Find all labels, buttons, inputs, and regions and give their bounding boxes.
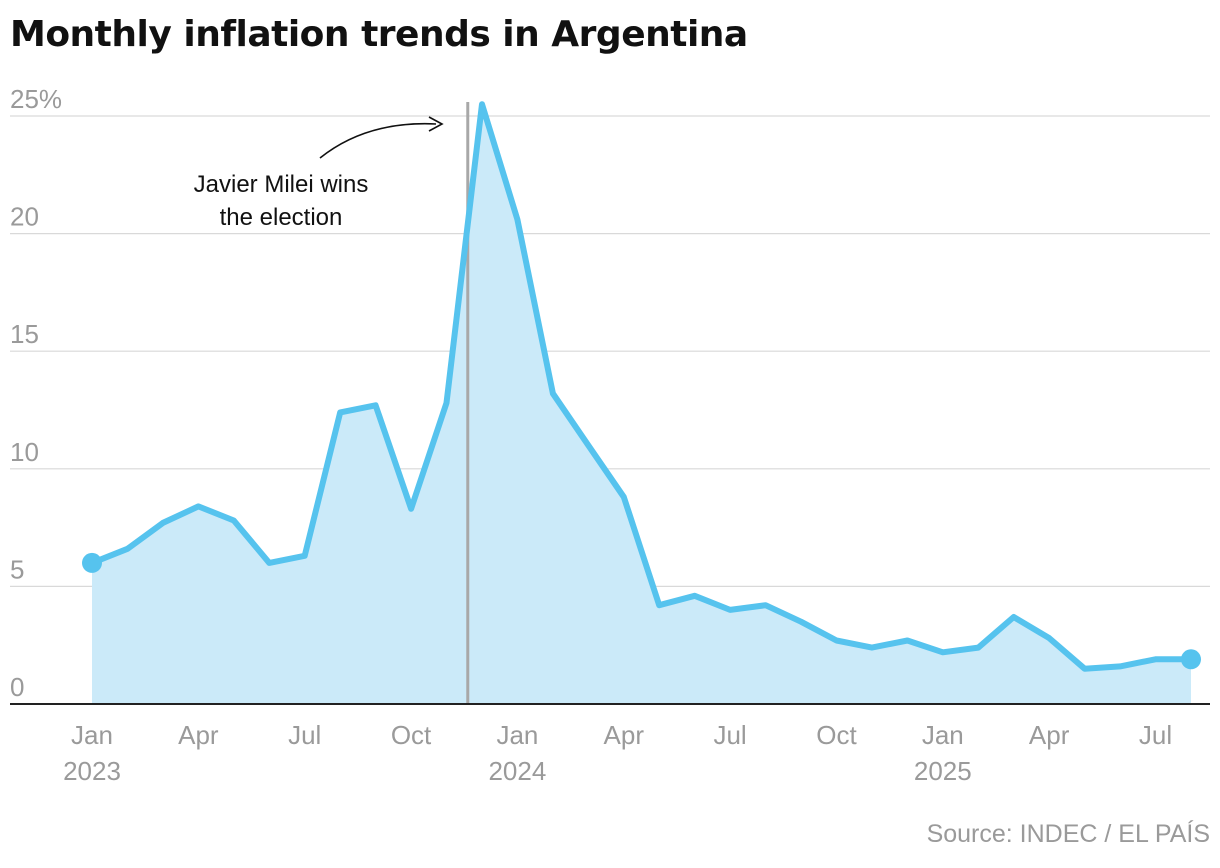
inflation-area-fill: [92, 104, 1191, 704]
y-tick-label: 15: [10, 319, 39, 349]
annotation-arrow-icon: [319, 122, 437, 159]
x-tick-label: Jan: [496, 720, 538, 750]
y-tick-label: 25%: [10, 84, 62, 114]
x-tick-label: Apr: [604, 720, 645, 750]
x-tick-year-label: 2024: [488, 756, 546, 786]
x-tick-label: Oct: [391, 720, 432, 750]
y-tick-label: 0: [10, 672, 24, 702]
y-axis-ticks: 0 5 10 15 20 25%: [10, 84, 62, 702]
y-tick-label: 5: [10, 554, 24, 584]
x-tick-label: Oct: [816, 720, 857, 750]
x-tick-label: Jan: [922, 720, 964, 750]
x-tick-label: Jan: [71, 720, 113, 750]
inflation-series-line: [89, 101, 1194, 672]
annotation-arrowhead-icon: [428, 116, 444, 132]
endpoint-marker: [82, 552, 102, 573]
x-tick-label: Jul: [1139, 720, 1172, 750]
y-tick-label: 10: [10, 437, 39, 467]
chart-title: Monthly inflation trends in Argentina: [10, 14, 748, 55]
endpoint-marker: [1181, 649, 1201, 670]
x-tick-label: Jul: [288, 720, 321, 750]
x-tick-label: Apr: [178, 720, 219, 750]
x-tick-label: Apr: [1029, 720, 1070, 750]
annotation-text-line-1: Javier Milei wins: [194, 171, 369, 198]
x-tick-label: Jul: [713, 720, 746, 750]
source-note: Source: INDEC / EL PAÍS: [926, 820, 1210, 848]
x-axis-ticks: Jan 2023 Apr Jul Oct Jan 2024 Apr Jul Oct Jan 2025 A…: [63, 720, 1172, 786]
grid-lines: [10, 115, 1210, 588]
data-points: [82, 552, 1201, 670]
annotation-text-line-2: the election: [220, 204, 343, 231]
y-tick-label: 20: [10, 202, 39, 232]
x-tick-year-label: 2023: [63, 756, 121, 786]
x-tick-year-label: 2025: [914, 756, 972, 786]
